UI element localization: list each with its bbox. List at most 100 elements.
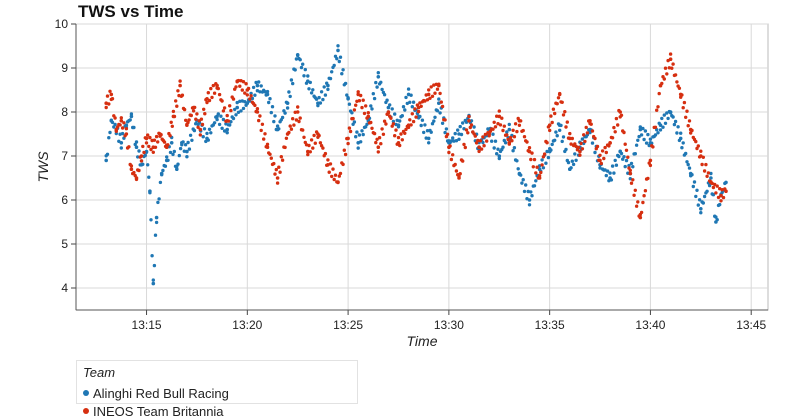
data-point (516, 167, 520, 171)
data-point (553, 138, 557, 142)
data-point (151, 281, 156, 286)
data-point (506, 137, 510, 142)
data-point (699, 149, 703, 153)
data-point (376, 75, 381, 79)
data-point (243, 91, 247, 95)
data-point (332, 177, 336, 182)
legend-item-alinghi[interactable]: Alinghi Red Bull Racing (83, 386, 229, 401)
data-point (633, 188, 637, 192)
data-point (331, 167, 335, 171)
data-point (287, 90, 291, 94)
data-point (374, 140, 378, 145)
data-point (699, 207, 703, 211)
data-point (176, 162, 180, 166)
data-point (613, 130, 617, 134)
data-point (212, 121, 217, 125)
data-point (643, 129, 648, 133)
data-point (487, 132, 492, 136)
data-point (347, 102, 352, 106)
data-point (137, 149, 141, 153)
data-point (410, 105, 414, 109)
data-point (297, 119, 301, 124)
data-point (370, 126, 374, 130)
data-point (156, 200, 160, 205)
legend-marker-ineos (83, 408, 89, 414)
data-point (426, 92, 431, 97)
data-point (658, 83, 663, 88)
data-point (426, 136, 431, 141)
data-point (624, 148, 629, 152)
data-point (182, 149, 186, 153)
data-point (385, 98, 389, 102)
data-point (539, 170, 543, 175)
data-point (172, 149, 176, 154)
data-point (291, 117, 295, 121)
data-point (225, 127, 229, 132)
legend-item-ineos[interactable]: INEOS Team Britannia (83, 404, 224, 419)
data-point (285, 106, 290, 110)
data-point (584, 125, 588, 130)
data-point (108, 89, 112, 94)
data-point (408, 118, 412, 122)
data-point (590, 141, 595, 145)
data-point (144, 141, 149, 145)
data-point (228, 104, 232, 108)
data-point (699, 154, 703, 158)
data-point (210, 95, 214, 100)
data-point (603, 145, 607, 150)
data-point (691, 184, 695, 189)
data-point (205, 97, 209, 101)
data-point (288, 94, 292, 99)
data-point (414, 115, 418, 119)
data-point (114, 127, 119, 132)
data-point (444, 127, 449, 131)
data-point (275, 124, 280, 128)
data-point (158, 132, 162, 136)
data-point (534, 179, 538, 183)
data-point (352, 108, 357, 112)
data-point (185, 123, 189, 127)
data-point (724, 189, 728, 193)
data-point (716, 195, 721, 200)
data-point (505, 133, 509, 137)
data-point (202, 107, 206, 112)
data-point (228, 123, 232, 127)
data-point (677, 86, 682, 91)
data-point (529, 157, 533, 162)
data-point (621, 157, 625, 161)
data-point (200, 122, 205, 127)
data-point (451, 136, 455, 140)
data-point (337, 59, 341, 64)
data-point (557, 92, 562, 97)
data-point (356, 90, 360, 94)
data-point (631, 178, 635, 182)
data-point (656, 131, 660, 135)
data-point (610, 164, 615, 168)
data-point (438, 91, 442, 96)
data-point (634, 143, 639, 147)
data-point (497, 154, 502, 158)
data-point (360, 129, 364, 133)
data-point (360, 105, 364, 110)
data-point (485, 139, 489, 143)
data-point (148, 189, 152, 193)
data-point (500, 116, 504, 120)
data-point (207, 98, 212, 103)
data-point (299, 65, 304, 70)
data-point (467, 119, 471, 123)
data-point (604, 150, 608, 155)
data-point (452, 139, 456, 143)
data-point (695, 146, 699, 151)
data-point (257, 80, 261, 84)
data-point (253, 103, 257, 108)
data-point (379, 142, 383, 146)
data-point (447, 141, 451, 145)
data-point (588, 119, 592, 123)
data-point (327, 170, 331, 174)
data-point (684, 151, 688, 156)
data-point (694, 194, 698, 199)
data-point (472, 125, 476, 129)
data-point (235, 100, 239, 105)
data-point (178, 146, 183, 151)
data-point (648, 158, 653, 163)
